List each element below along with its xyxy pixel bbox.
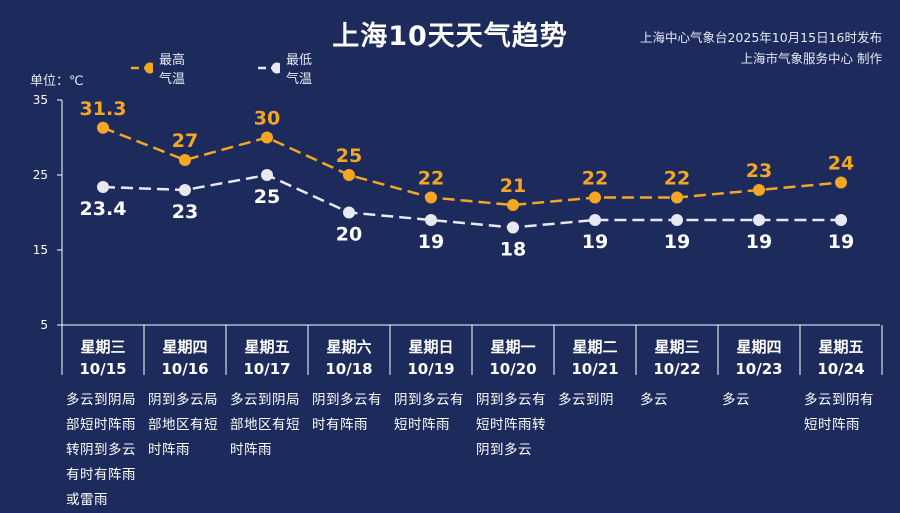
data-label-high: 21 [500, 175, 526, 197]
weekday-label: 星期三 [80, 338, 126, 356]
date-label: 10/20 [489, 360, 537, 378]
weekday-label: 星期一 [490, 338, 536, 356]
issuer-line: 上海中心气象台2025年10月15日16时发布 [639, 30, 882, 45]
data-label-low: 23 [172, 201, 198, 223]
data-label-low: 20 [336, 224, 362, 246]
date-label: 10/18 [325, 360, 373, 378]
data-point-low [507, 221, 519, 234]
legend-item-high: 最高气温 [130, 53, 189, 87]
date-label: 10/17 [243, 360, 291, 378]
legend-item-low: 最低气温 [257, 53, 316, 87]
weekday-label: 星期五 [244, 338, 290, 356]
weather-description: 阴到多云有时有阵雨 [312, 392, 382, 433]
weekday-label: 星期四 [162, 338, 208, 356]
data-point-low [835, 214, 847, 226]
day-column: 星期四 10/16 阴到多云局部地区有短时阵雨 [144, 326, 226, 463]
data-label-high: 24 [828, 153, 854, 175]
data-label-high: 23 [746, 160, 772, 182]
day-column: 星期二 10/21 多云到阴 [554, 326, 636, 413]
data-label-high: 22 [582, 168, 608, 190]
weekday-label: 星期日 [408, 338, 454, 356]
day-column: 星期一 10/20 阴到多云有短时阵雨转阴到多云 [472, 326, 554, 463]
data-point-low [671, 214, 683, 226]
legend-label-low: 最低气温 [286, 53, 313, 87]
day-column: 星期日 10/19 阴到多云有短时阵雨 [390, 326, 472, 438]
weather-description: 多云到阴局部地区有短时阵雨 [230, 392, 300, 458]
data-point-low [343, 206, 355, 219]
data-label-low: 19 [418, 231, 444, 253]
weekday-label: 星期三 [654, 338, 700, 356]
data-point-low [589, 214, 601, 226]
data-point-high [753, 184, 765, 196]
data-point-low [261, 169, 273, 181]
data-point-high [425, 191, 437, 204]
weekday-label: 星期六 [326, 338, 372, 356]
data-point-high [343, 169, 355, 181]
weather-description: 多云 [640, 392, 668, 408]
weather-description: 阴到多云有短时阵雨转阴到多云 [476, 392, 546, 458]
data-label-low: 19 [664, 231, 690, 253]
weather-description: 阴到多云局部地区有短时阵雨 [148, 392, 218, 458]
y-tick-label: 25 [33, 168, 48, 182]
date-label: 10/23 [735, 360, 783, 378]
day-column: 星期四 10/23 多云 [718, 326, 800, 413]
data-point-low [425, 214, 437, 226]
date-label: 10/16 [161, 360, 209, 378]
unit-label: 单位：℃ [30, 74, 84, 89]
weekday-label: 星期五 [818, 338, 864, 356]
data-label-high: 22 [664, 168, 690, 190]
data-label-high: 22 [418, 168, 444, 190]
date-label: 10/22 [653, 360, 701, 378]
weather-description: 阴到多云有短时阵雨 [394, 392, 464, 433]
data-label-low: 18 [500, 239, 526, 261]
chart-title: 上海10天天气趋势 [332, 21, 568, 52]
series-line-low [102, 173, 841, 229]
date-label: 10/15 [79, 360, 127, 378]
data-point-high [261, 131, 273, 144]
day-column: 星期六 10/18 阴到多云有时有阵雨 [308, 326, 390, 438]
data-label-low: 25 [254, 186, 280, 208]
data-point-high [179, 154, 191, 166]
date-label: 10/21 [571, 360, 619, 378]
data-label-low: 19 [746, 231, 772, 253]
data-point-low [97, 181, 109, 193]
day-column: 星期五 10/17 多云到阴局部地区有短时阵雨 [226, 326, 308, 463]
data-point-high [589, 191, 601, 204]
data-point-high [97, 121, 109, 134]
weather-description: 多云 [722, 392, 750, 408]
data-point-high [507, 199, 519, 211]
y-tick-label: 35 [33, 93, 48, 107]
data-label-low: 19 [828, 231, 854, 253]
y-tick-label: 15 [33, 243, 48, 257]
legend-marker-low [258, 62, 281, 74]
producer-line: 上海市气象服务中心 制作 [740, 51, 882, 66]
data-label-high: 25 [336, 145, 362, 167]
series-line-high [102, 126, 842, 207]
weather-description: 多云到阴有短时阵雨 [804, 392, 874, 433]
day-column: 星期三 10/15 多云到阴局部短时阵雨转阴到多云有时有阵雨或雷雨 [62, 326, 144, 513]
data-label-high: 31.3 [80, 98, 127, 120]
weather-description: 多云到阴局部短时阵雨转阴到多云有时有阵雨或雷雨 [66, 392, 136, 508]
date-label: 10/24 [817, 360, 865, 378]
data-point-high [835, 176, 847, 189]
data-point-high [671, 191, 683, 204]
data-label-low: 23.4 [80, 198, 127, 220]
data-label-high: 30 [254, 108, 280, 130]
date-label: 10/19 [407, 360, 455, 378]
weather-description: 多云到阴 [558, 392, 614, 408]
data-label-low: 19 [582, 231, 608, 253]
data-point-low [179, 184, 191, 196]
weekday-label: 星期四 [736, 338, 782, 356]
day-column: 星期三 10/22 多云 [636, 326, 718, 413]
data-point-low [753, 214, 765, 226]
data-label-high: 27 [172, 130, 198, 152]
day-column: 星期五 10/24 多云到阴有短时阵雨 [800, 326, 882, 438]
y-tick-label: 5 [40, 318, 48, 332]
legend-label-high: 最高气温 [159, 53, 186, 87]
weekday-label: 星期二 [572, 338, 618, 356]
legend-marker-high [131, 62, 154, 74]
